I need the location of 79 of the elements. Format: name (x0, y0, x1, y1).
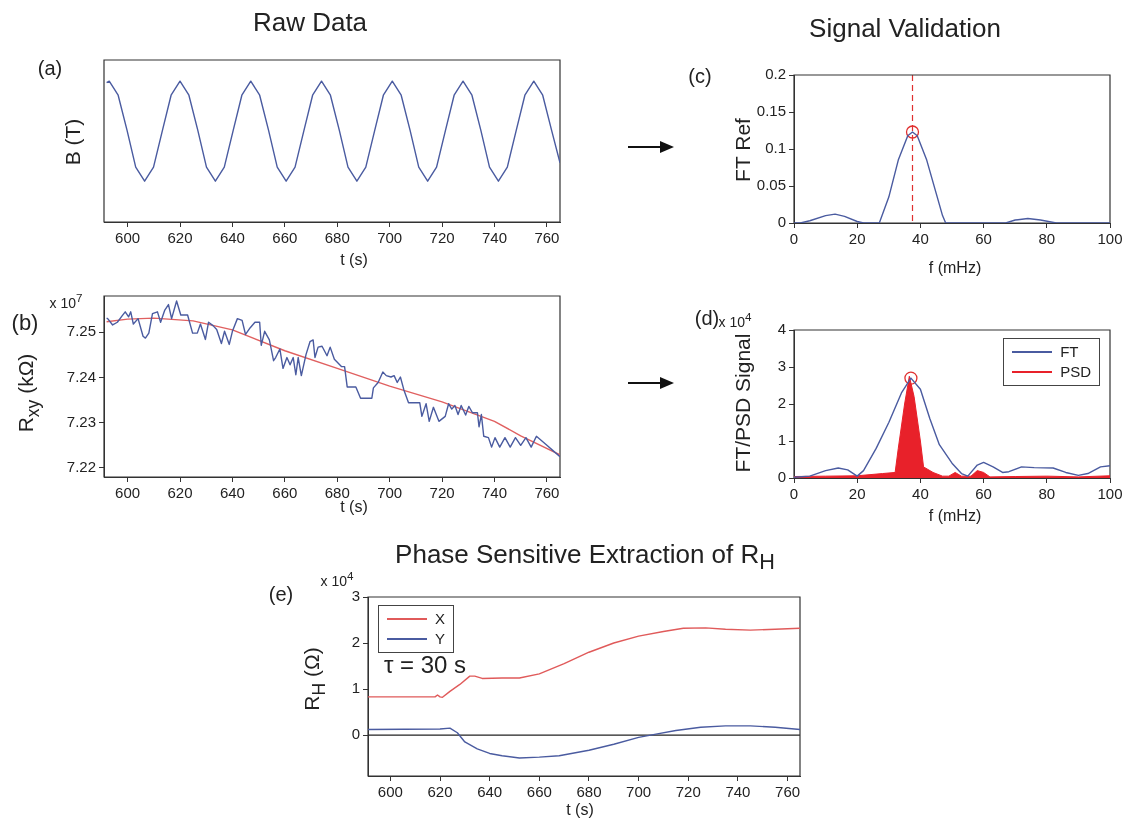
text: (c) (688, 64, 712, 88)
x-tick-label: 700 (626, 783, 652, 801)
x-tick-label: 100 (1097, 230, 1123, 248)
x-tick-label: 60 (975, 230, 992, 248)
chart-title: Phase Sensitive Extraction of R$_{H}$ (395, 538, 775, 576)
x-tick-label: 40 (912, 485, 929, 503)
x-tick-label: 740 (725, 783, 751, 801)
x-tick-label: 600 (115, 229, 141, 247)
x-tick-label: 760 (534, 484, 560, 502)
x-tick-label: 700 (377, 484, 403, 502)
y-tick-label: 4 (777, 320, 786, 338)
y-tick-label: 0 (777, 468, 786, 486)
x-tick-label: 60 (975, 485, 992, 503)
y-tick-label: 7.24 (66, 367, 96, 385)
y-tick-label: 3 (351, 587, 360, 605)
x-tick-label: 600 (377, 783, 403, 801)
text: x 10$^{4}$ (718, 310, 752, 330)
y-tick-label: 0.1 (765, 139, 786, 157)
y-tick-label: 7.22 (66, 458, 96, 476)
chart-title: Raw Data (252, 6, 368, 38)
x-tick-label: 760 (534, 229, 560, 247)
y-tick-label: 0 (351, 725, 360, 743)
x-tick-label: 720 (429, 484, 455, 502)
x-tick-label: 40 (912, 230, 929, 248)
legend-label: PSD (1060, 362, 1091, 382)
chart-title: Signal Validation (809, 12, 1001, 44)
annotation: τ = 30 s (383, 651, 467, 679)
x-axis-title: f (mHz) (928, 507, 982, 525)
x-tick-label: 660 (526, 783, 552, 801)
y-tick-label: 0.05 (756, 176, 786, 194)
x-tick-label: 100 (1097, 485, 1123, 503)
x-tick-label: 20 (848, 485, 866, 503)
x-axis-title: f (mHz) (928, 259, 982, 277)
text: (a) (37, 56, 63, 80)
x-tick-label: 700 (377, 229, 403, 247)
text: x 10$^{7}$ (49, 291, 83, 311)
x-tick-label: 620 (167, 484, 193, 502)
x-tick-label: 680 (324, 229, 350, 247)
y-tick-label: 2 (777, 394, 786, 412)
x-tick-label: 720 (675, 783, 701, 801)
x-tick-label: 20 (848, 230, 866, 248)
x-tick-label: 760 (775, 783, 801, 801)
legend-label: X (435, 609, 446, 629)
x-tick-label: 80 (1038, 485, 1056, 503)
x-tick-label: 640 (219, 229, 245, 247)
text: x 10$^{4}$ (320, 569, 354, 589)
y-tick-label: 3 (777, 357, 786, 375)
y-tick-label: 1 (777, 431, 786, 449)
x-tick-label: 740 (481, 484, 507, 502)
y-tick-label: 7.25 (66, 322, 96, 340)
x-tick-label: 600 (115, 484, 141, 502)
x-tick-label: 0 (789, 230, 799, 248)
legend-label: Y (435, 629, 446, 649)
legend-label: FT (1060, 342, 1079, 362)
x-tick-label: 740 (481, 229, 507, 247)
x-tick-label: 0 (789, 485, 799, 503)
y-tick-label: 0.15 (756, 102, 786, 120)
y-axis-title: FT Ref (731, 118, 755, 182)
x-tick-label: 720 (429, 229, 455, 247)
x-axis-title: t (s) (566, 801, 594, 819)
x-tick-label: 640 (477, 783, 503, 801)
text: (d) (694, 306, 720, 330)
y-tick-label: 2 (351, 633, 360, 651)
y-tick-label: 0 (777, 213, 786, 231)
text: (e) (268, 582, 294, 606)
y-tick-label: 1 (351, 679, 360, 697)
x-tick-label: 620 (427, 783, 453, 801)
y-axis-title: FT/PSD Signal (731, 333, 755, 473)
x-tick-label: 680 (576, 783, 602, 801)
text: (b) (11, 310, 39, 336)
x-axis-title: t (s) (340, 251, 368, 269)
y-axis-title: B (T) (61, 118, 85, 166)
x-tick-label: 640 (219, 484, 245, 502)
y-tick-label: 7.23 (66, 412, 96, 430)
x-tick-label: 660 (272, 484, 298, 502)
y-tick-label: 0.2 (765, 65, 786, 83)
x-tick-label: 620 (167, 229, 193, 247)
x-tick-label: 80 (1038, 230, 1056, 248)
x-tick-label: 660 (272, 229, 298, 247)
